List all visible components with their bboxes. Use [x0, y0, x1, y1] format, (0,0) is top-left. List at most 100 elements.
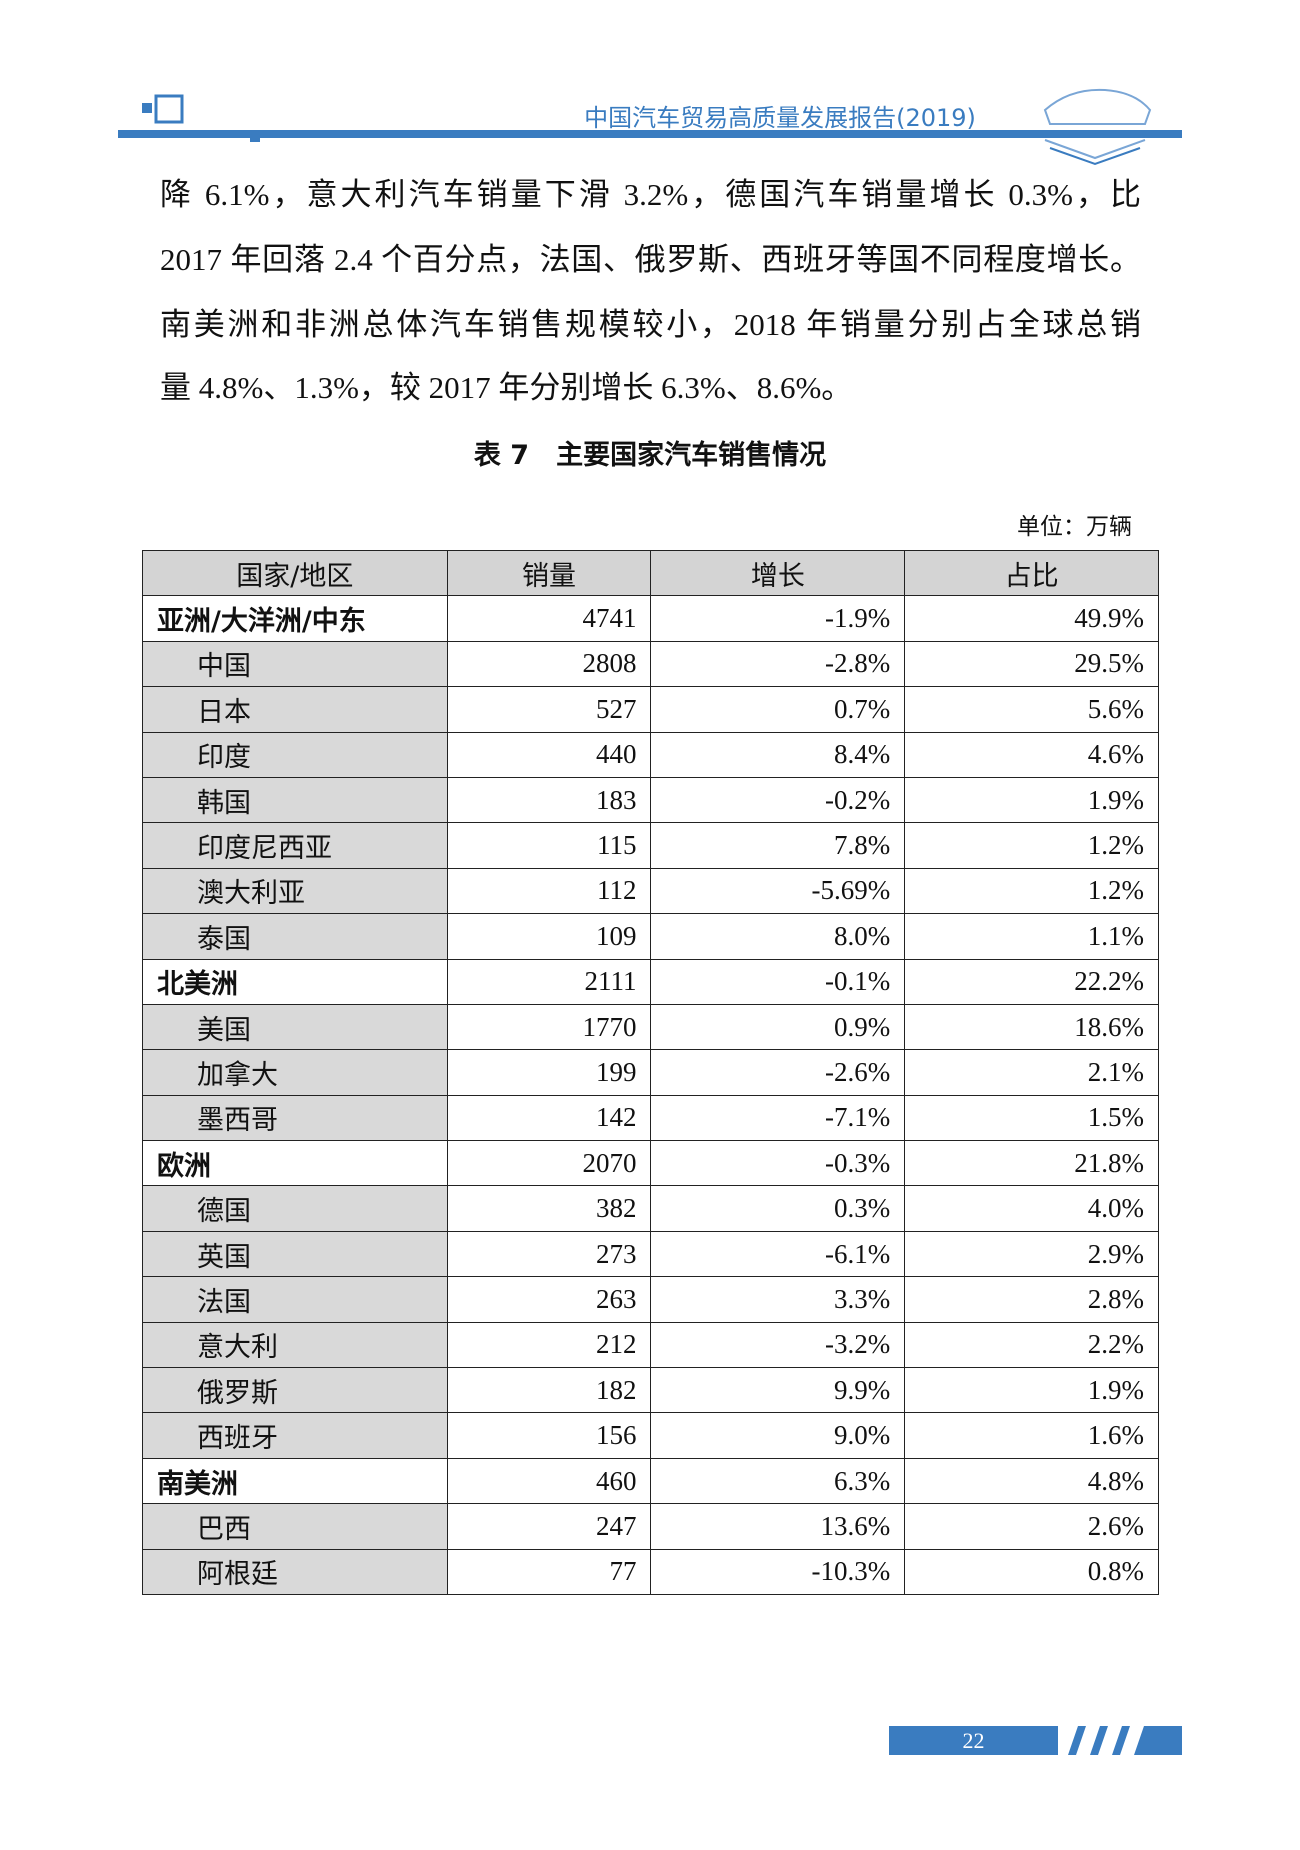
- country-name: 巴西: [142, 1503, 448, 1550]
- country-row: 德国 382 0.3% 4.0%: [142, 1185, 1159, 1232]
- country-name: 加拿大: [142, 1049, 448, 1096]
- country-name: 日本: [142, 686, 448, 733]
- header-rule: [118, 130, 1182, 138]
- cell: 9.0%: [650, 1412, 906, 1459]
- cell: -0.2%: [650, 776, 906, 824]
- region-row: 亚洲/大洋洲/中东 4741 -1.9% 49.9%: [142, 595, 1159, 642]
- cell: 2070: [446, 1140, 652, 1187]
- region-name: 北美洲: [142, 958, 448, 1005]
- car-icon: [1043, 88, 1152, 166]
- header-row: 国家/地区 销量 增长 占比: [142, 549, 1159, 597]
- table-body: 亚洲/大洋洲/中东 4741 -1.9% 49.9% 中国 2808 -2.8% 29.5% 日…: [142, 595, 1159, 1595]
- cell: 112: [446, 867, 652, 915]
- country-row: 澳大利亚 112 -5.69% 1.2%: [142, 867, 1159, 915]
- country-name: 印度尼西亚: [142, 822, 448, 869]
- cell: 0.8%: [904, 1548, 1159, 1595]
- country-name: 德国: [142, 1185, 448, 1232]
- country-row: 英国 273 -6.1% 2.9%: [142, 1230, 1159, 1278]
- cell: 5.6%: [904, 686, 1159, 733]
- cell: 3.3%: [650, 1276, 906, 1323]
- country-name: 意大利: [142, 1321, 448, 1369]
- paragraph-line: 2017 年回落 2.4 个百分点，法国、俄罗斯、西班牙等国不同程度增长。: [160, 242, 1141, 277]
- cell: 77: [446, 1548, 652, 1595]
- cell: 8.4%: [650, 731, 906, 778]
- cell: 382: [446, 1185, 652, 1232]
- cell: 2.1%: [904, 1049, 1159, 1096]
- country-name: 法国: [142, 1276, 448, 1323]
- logo-frame: [154, 94, 184, 124]
- region-name: 欧洲: [142, 1140, 448, 1187]
- cell: 527: [446, 686, 652, 733]
- cell: 8.0%: [650, 913, 906, 960]
- cell: 199: [446, 1049, 652, 1096]
- country-name: 中国: [142, 640, 448, 688]
- cell: 9.9%: [650, 1367, 906, 1414]
- country-name: 泰国: [142, 913, 448, 960]
- cell: 1.2%: [904, 867, 1159, 915]
- cell: 49.9%: [904, 595, 1159, 642]
- cell: 2.2%: [904, 1321, 1159, 1369]
- cell: 247: [446, 1503, 652, 1550]
- country-row: 韩国 183 -0.2% 1.9%: [142, 776, 1159, 824]
- cell: 156: [446, 1412, 652, 1459]
- logo-square: [142, 103, 152, 113]
- cell: 7.8%: [650, 822, 906, 869]
- cell: 2.9%: [904, 1230, 1159, 1278]
- cell: 440: [446, 731, 652, 778]
- cell: 0.3%: [650, 1185, 906, 1232]
- cell: 22.2%: [904, 958, 1159, 1005]
- cell: 1.5%: [904, 1094, 1159, 1142]
- cell: 1.9%: [904, 776, 1159, 824]
- cell: 1.1%: [904, 913, 1159, 960]
- cell: 2.6%: [904, 1503, 1159, 1550]
- sales-table: 国家/地区 销量 增长 占比 亚洲/大洋洲/中东 4741 -1.9% 49.9% 中国 280…: [142, 549, 1159, 1595]
- country-name: 阿根廷: [142, 1548, 448, 1595]
- country-row: 墨西哥 142 -7.1% 1.5%: [142, 1094, 1159, 1142]
- cell: -5.69%: [650, 867, 906, 915]
- table-unit: 单位：万辆: [1017, 514, 1132, 540]
- cell: 1.6%: [904, 1412, 1159, 1459]
- cell: 2111: [446, 958, 652, 1005]
- header-decoration: [118, 88, 1182, 166]
- country-row: 泰国 109 8.0% 1.1%: [142, 913, 1159, 960]
- cell: -3.2%: [650, 1321, 906, 1369]
- header-cell: 占比: [904, 549, 1159, 597]
- cell: 4.0%: [904, 1185, 1159, 1232]
- table-caption: 表 7 主要国家汽车销售情况: [473, 440, 827, 471]
- cell: 142: [446, 1094, 652, 1142]
- cell: 460: [446, 1457, 652, 1505]
- country-row: 法国 263 3.3% 2.8%: [142, 1276, 1159, 1323]
- header-cell: 国家/地区: [142, 549, 448, 597]
- cell: -7.1%: [650, 1094, 906, 1142]
- cell: -2.8%: [650, 640, 906, 688]
- cell: -0.1%: [650, 958, 906, 1005]
- cell: 4741: [446, 595, 652, 642]
- country-name: 美国: [142, 1003, 448, 1051]
- region-name: 南美洲: [142, 1457, 448, 1505]
- header-cell: 增长: [650, 549, 906, 597]
- country-row: 意大利 212 -3.2% 2.2%: [142, 1321, 1159, 1369]
- footer-decoration: [889, 1726, 1182, 1755]
- cell: 6.3%: [650, 1457, 906, 1505]
- region-row: 欧洲 2070 -0.3% 21.8%: [142, 1140, 1159, 1187]
- country-row: 西班牙 156 9.0% 1.6%: [142, 1412, 1159, 1459]
- country-name: 西班牙: [142, 1412, 448, 1459]
- country-name: 俄罗斯: [142, 1367, 448, 1414]
- country-row: 中国 2808 -2.8% 29.5%: [142, 640, 1159, 688]
- cell: 4.8%: [904, 1457, 1159, 1505]
- cell: 13.6%: [650, 1503, 906, 1550]
- cell: 273: [446, 1230, 652, 1278]
- cell: 4.6%: [904, 731, 1159, 778]
- country-row: 俄罗斯 182 9.9% 1.9%: [142, 1367, 1159, 1414]
- cell: 182: [446, 1367, 652, 1414]
- country-row: 巴西 247 13.6% 2.6%: [142, 1503, 1159, 1550]
- cell: 183: [446, 776, 652, 824]
- cell: 2.8%: [904, 1276, 1159, 1323]
- cell: 1.9%: [904, 1367, 1159, 1414]
- country-row: 印度尼西亚 115 7.8% 1.2%: [142, 822, 1159, 869]
- region-name: 亚洲/大洋洲/中东: [142, 595, 448, 642]
- country-name: 韩国: [142, 776, 448, 824]
- page-number: 22: [962, 1728, 985, 1753]
- country-name: 澳大利亚: [142, 867, 448, 915]
